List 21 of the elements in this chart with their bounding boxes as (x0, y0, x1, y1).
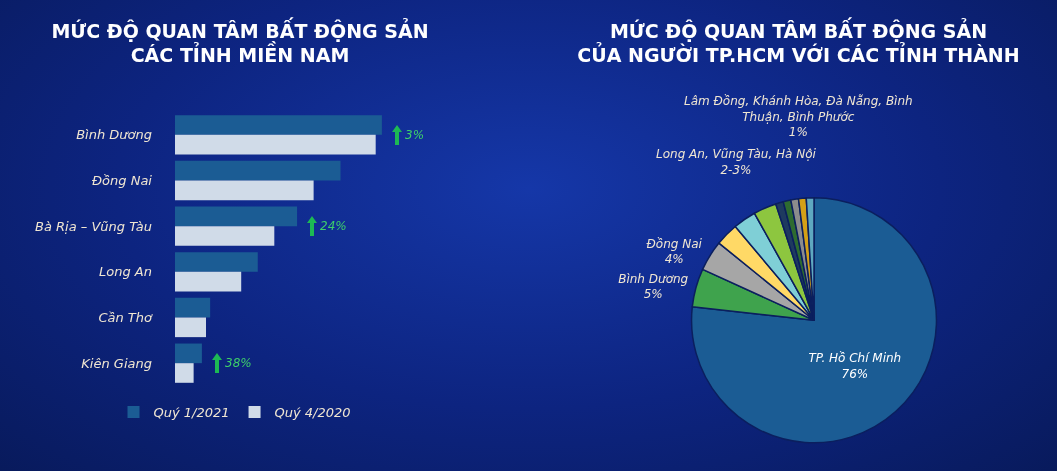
slice-label: TP. Hồ Chí Minh (808, 351, 902, 366)
data-label: 4% (664, 252, 684, 267)
annotation: 3% (405, 128, 425, 142)
y-tick-label: Cần Thơ (98, 310, 154, 326)
legend-label: Quý 1/2021 (153, 404, 230, 420)
chart-title: MỨC ĐỘ QUAN TÂM BẤT ĐỘNG SẢN CỦA NGƯỜI TP.HCM VỚI CÁC TỈNH THÀNH (577, 16, 1020, 67)
chart-title: MỨC ĐỘ QUAN TÂM BẤT ĐỘNG SẢN CÁC TỈNH MIỀN NAM (51, 16, 429, 67)
y-tick-label: Bà Rịa – Vũng Tàu (35, 218, 152, 234)
text: Long An, Vũng Tàu, Hà Nội 2-3% (656, 147, 817, 177)
annotation: 24% (320, 219, 347, 233)
y-tick-label: Kiên Giang (81, 355, 152, 371)
legend-label: Quý 4/2020 (274, 404, 351, 420)
text: Lâm Đồng, Khánh Hòa, Đà Nẵng, Bình Thuận, Bình Phước 1% (684, 94, 913, 140)
y-tick-label: Long An (99, 264, 152, 280)
slice-label: Bình Dương (618, 271, 689, 286)
y-tick-label: Đồng Nai (92, 173, 153, 189)
data-label: 5% (643, 287, 663, 302)
data-label: 76% (841, 366, 869, 381)
y-tick-label: Bình Dương (76, 127, 152, 143)
annotation: 38% (225, 356, 252, 370)
slice-label: Đồng Nai (646, 236, 703, 251)
